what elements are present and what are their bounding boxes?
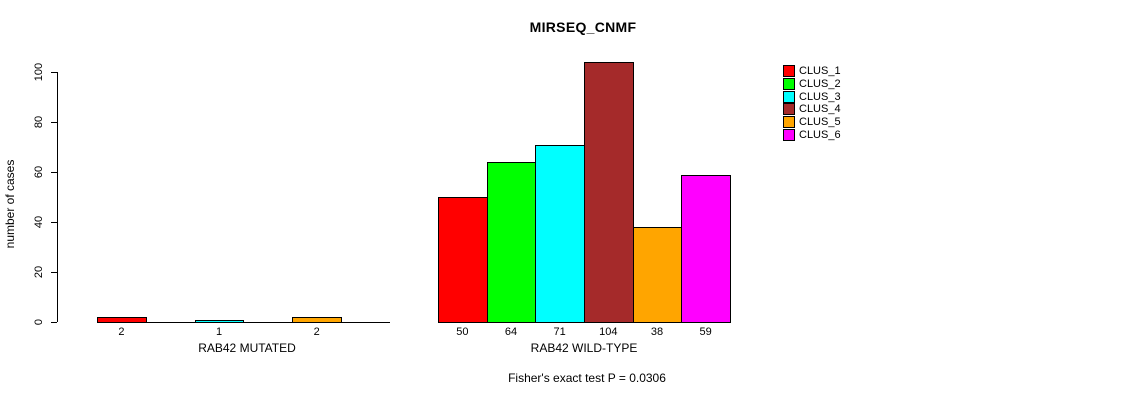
legend-label: CLUS_4 [799, 103, 841, 116]
y-tick [51, 272, 57, 273]
bar-value-label: 71 [553, 326, 566, 338]
bar-value-label: 2 [313, 326, 320, 338]
group-label-wildtype: RAB42 WILD-TYPE [530, 341, 638, 355]
legend-swatch-clus_3 [783, 90, 795, 103]
y-tick-label: 40 [33, 215, 45, 229]
y-axis [57, 72, 58, 322]
y-tick [51, 222, 57, 223]
fisher-test-annotation: Fisher's exact test P = 0.0306 [508, 371, 666, 385]
bar-value-label: 50 [456, 326, 469, 338]
bar-clus_1-group1 [97, 317, 147, 323]
bar-clus_3-group1 [194, 319, 245, 323]
y-tick [51, 72, 57, 73]
bar-clus_2-group2 [486, 162, 537, 323]
legend-item: CLUS_6 [783, 128, 841, 141]
legend-swatch-clus_1 [783, 65, 795, 78]
bar-value-label: 1 [216, 326, 223, 338]
legend-label: CLUS_1 [799, 65, 841, 78]
legend-swatch-clus_4 [783, 103, 795, 116]
legend-label: CLUS_3 [799, 90, 841, 103]
bar-value-label: 38 [650, 326, 664, 338]
y-tick [51, 122, 57, 123]
y-tick-label: 20 [33, 265, 45, 279]
legend-item: CLUS_2 [783, 78, 841, 91]
y-tick [51, 172, 57, 173]
legend-swatch-clus_2 [783, 78, 795, 91]
y-tick-label: 60 [33, 165, 45, 179]
bar-clus_1-group2 [438, 197, 488, 323]
legend-label: CLUS_5 [799, 116, 841, 129]
legend-swatch-clus_6 [783, 128, 795, 141]
legend-label: CLUS_2 [799, 78, 841, 91]
legend-item: CLUS_4 [783, 103, 841, 116]
y-tick-label: 80 [33, 115, 45, 129]
legend-item: CLUS_1 [783, 65, 841, 78]
bar-clus_3-group2 [535, 144, 585, 323]
legend-item: CLUS_3 [783, 90, 841, 103]
y-tick [51, 322, 57, 323]
legend: CLUS_1 CLUS_2 CLUS_3 CLUS_4 CLUS_5 CLUS_6 [783, 65, 841, 141]
legend-item: CLUS_5 [783, 116, 841, 129]
bar-clus_4-group2 [584, 62, 634, 323]
bar-value-label: 104 [599, 326, 618, 338]
chart-title: MIRSEQ_CNMF [529, 19, 637, 35]
bar-value-label: 59 [699, 326, 712, 338]
bar-value-label: 2 [118, 326, 125, 338]
bar-value-label: 64 [504, 326, 518, 338]
bar-clus_5-group1 [292, 317, 343, 323]
bar-clus_6-group2 [681, 174, 731, 323]
y-axis-label: number of cases [3, 159, 17, 249]
bar-clus_5-group2 [632, 227, 683, 323]
legend-label: CLUS_6 [799, 128, 841, 141]
legend-swatch-clus_5 [783, 116, 795, 129]
y-tick-label: 100 [33, 62, 45, 82]
group-label-mutated: RAB42 MUTATED [198, 341, 296, 355]
y-tick-label: 0 [33, 318, 45, 326]
